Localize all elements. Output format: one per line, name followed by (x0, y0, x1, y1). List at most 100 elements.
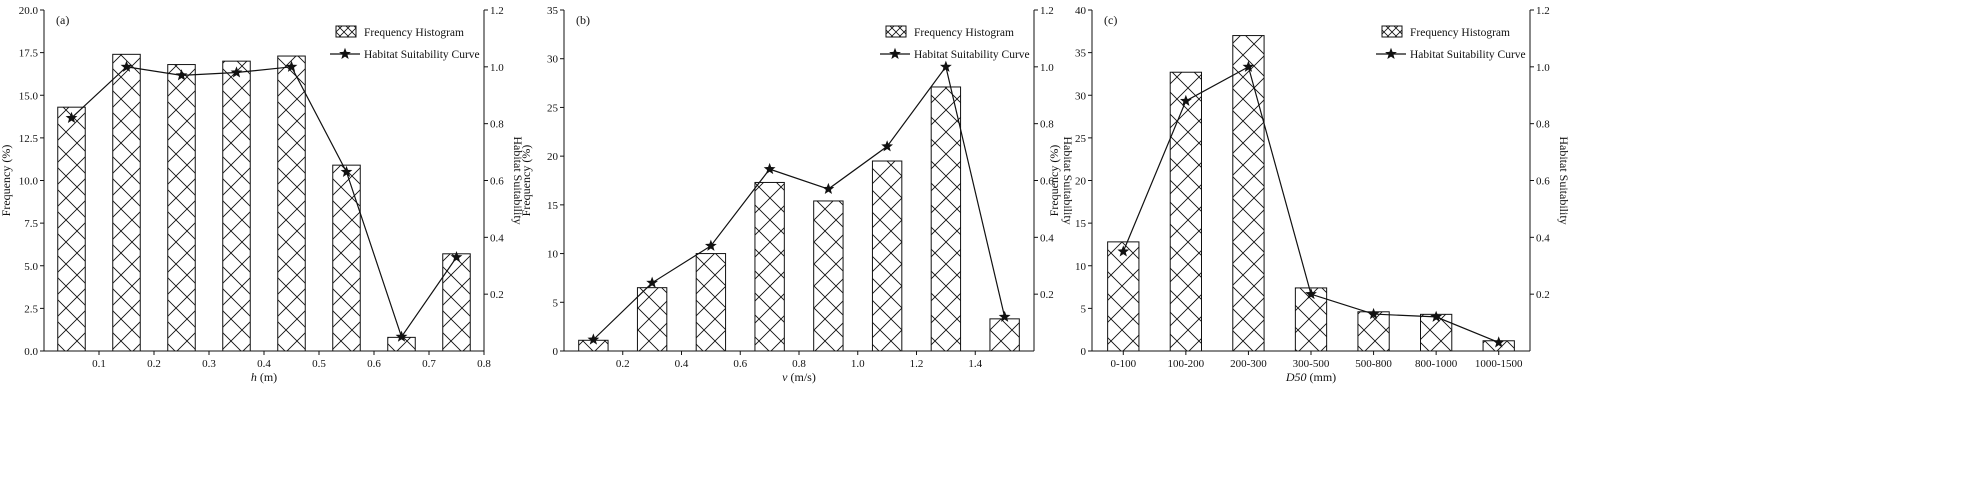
y-tick-label: 30 (547, 54, 559, 66)
suitability-point (646, 276, 659, 288)
y-tick-label: 20 (1075, 176, 1087, 188)
y2-axis-label: Habitat Suitability (1557, 136, 1571, 224)
suitability-point (120, 60, 133, 72)
suitability-point (587, 333, 600, 345)
bar (871, 160, 903, 352)
bar (277, 55, 306, 352)
bar (930, 86, 962, 352)
bar (695, 253, 727, 352)
legend: Frequency Histogram Habitat Suitability C… (330, 25, 480, 61)
y2-tick-label: 0.2 (1536, 289, 1550, 301)
x-tick-label: 0.4 (257, 358, 271, 370)
y-tick-label: 15 (1075, 218, 1087, 230)
suitability-point (450, 251, 463, 263)
bar (57, 106, 86, 352)
y-tick-label: 2.5 (24, 303, 38, 315)
suitability-point (340, 165, 353, 177)
y-tick-label: 15.0 (19, 90, 39, 102)
suitability-point (285, 60, 298, 72)
suitability-curve-line (592, 65, 1006, 341)
y-tick-label: 20 (547, 151, 559, 163)
suitability-point (1242, 60, 1255, 72)
x-tick-label: 0-100 (1110, 358, 1136, 370)
legend-bar-label: Frequency Histogram (364, 27, 464, 39)
suitability-point (763, 162, 776, 175)
x-tick-label: 0.7 (422, 358, 436, 370)
y-tick-label: 5.0 (24, 261, 38, 273)
y2-axis-label: Habitat Suitability (511, 136, 525, 224)
suitability-point (939, 60, 952, 72)
y-tick-label: 25 (547, 102, 559, 114)
panel-label: (a) (56, 13, 69, 27)
x-tick-label: 200-300 (1230, 358, 1267, 370)
suitability-point (822, 182, 835, 195)
y-tick-label: 15 (547, 200, 559, 212)
suitability-point (1367, 307, 1380, 320)
bar (1357, 311, 1390, 352)
x-tick-label: 100-200 (1168, 358, 1205, 370)
y-axis-label: Frequency (%) (0, 145, 13, 217)
y2-tick-label: 0.8 (490, 119, 504, 131)
bar (442, 253, 471, 352)
y-tick-label: 10.0 (19, 176, 39, 188)
legend-bar-label: Frequency Histogram (914, 27, 1014, 39)
y-tick-label: 0 (553, 346, 559, 358)
x-axis-unit: (mm) (1307, 370, 1337, 384)
suitability-point (998, 310, 1011, 322)
x-tick-label: 800-1000 (1415, 358, 1458, 370)
y2-tick-label: 1.2 (1040, 5, 1054, 17)
x-tick-label: 0.6 (367, 358, 381, 370)
legend-bar-label: Frequency Histogram (1410, 27, 1510, 39)
y2-tick-label: 0.8 (1536, 119, 1550, 131)
y-tick-label: 12.5 (19, 133, 39, 145)
suitability-point (65, 111, 78, 123)
suitability-point (1305, 287, 1317, 300)
panel-label: (c) (1104, 13, 1117, 27)
suitability-point (175, 69, 188, 81)
legend-curve-label: Habitat Suitability Curve (914, 49, 1030, 61)
x-tick-label: 0.3 (202, 358, 216, 370)
y-tick-label: 35 (1075, 48, 1087, 60)
x-tick-label: 1.0 (851, 358, 865, 370)
legend: Frequency Histogram Habitat Suitability C… (1376, 25, 1526, 61)
x-axis-unit: (m) (257, 370, 277, 384)
suitability-point (1117, 245, 1130, 257)
y-axis-label: Frequency (%) (519, 145, 533, 217)
suitability-point (881, 140, 894, 152)
y2-tick-label: 1.2 (1536, 5, 1550, 17)
y-tick-label: 10 (1075, 261, 1087, 273)
x-axis-variable: v (782, 370, 788, 384)
x-axis-variable: D50 (1285, 370, 1307, 384)
y2-tick-label: 1.0 (1040, 62, 1054, 74)
bar (332, 164, 361, 352)
y-tick-label: 35 (547, 5, 559, 17)
legend-star-icon (1385, 47, 1397, 60)
y-tick-label: 30 (1075, 90, 1087, 102)
y-tick-label: 5 (553, 297, 559, 309)
legend-bar-swatch (335, 25, 357, 38)
y2-tick-label: 0.6 (490, 176, 504, 188)
y-tick-label: 0 (1081, 346, 1087, 358)
x-axis-label: v (m/s) (782, 370, 816, 384)
y2-tick-label: 1.0 (1536, 62, 1550, 74)
x-tick-label: 1000-1500 (1475, 358, 1523, 370)
bar (1232, 35, 1265, 352)
x-tick-label: 0.4 (675, 358, 689, 370)
y-tick-label: 17.5 (19, 48, 39, 60)
bar (754, 181, 785, 352)
x-tick-label: 0.5 (312, 358, 326, 370)
y2-tick-label: 0.4 (490, 232, 504, 244)
x-axis-label: D50 (mm) (1285, 370, 1336, 384)
y2-tick-label: 1.2 (490, 5, 504, 17)
y-tick-label: 10 (547, 249, 559, 261)
bar (112, 53, 141, 352)
y-tick-label: 0.0 (24, 346, 38, 358)
bar (636, 287, 668, 352)
x-tick-label: 500-800 (1355, 358, 1392, 370)
bar (167, 64, 196, 352)
bar (1420, 313, 1453, 352)
bar (1107, 241, 1140, 352)
x-tick-label: 0.2 (616, 358, 630, 370)
legend-star-icon (889, 47, 901, 60)
